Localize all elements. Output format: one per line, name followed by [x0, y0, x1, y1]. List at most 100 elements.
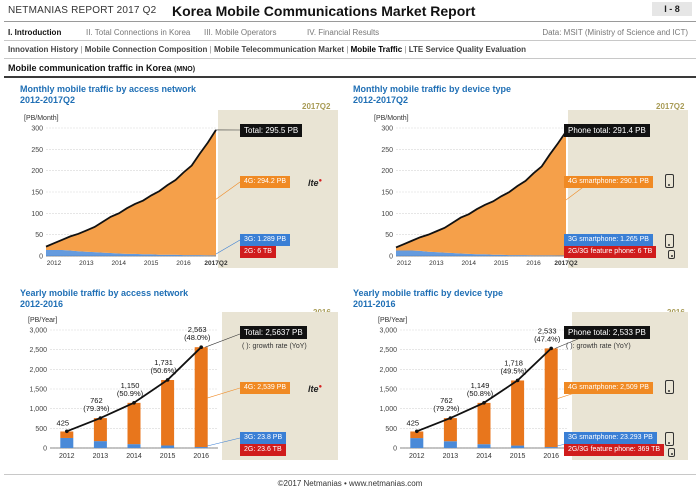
report-title: Korea Mobile Communications Market Repor… — [172, 3, 476, 19]
bar-4g — [127, 402, 141, 445]
data-label: 425 — [57, 418, 70, 427]
series-line-total — [395, 131, 567, 249]
data-label: 762 — [90, 396, 103, 405]
data-label: (79.3%) — [83, 404, 110, 413]
nav-item-financial-results[interactable]: IV. Financial Results — [307, 28, 380, 37]
lte-logo-icon: lte● — [308, 178, 323, 188]
y-tick-label: 1,500 — [29, 387, 47, 394]
series-line-total — [45, 129, 217, 248]
y-tick-label: 2,000 — [29, 367, 47, 374]
data-label: 1,731 — [154, 358, 173, 367]
data-label: 762 — [440, 396, 453, 405]
bar-3g — [443, 441, 457, 448]
section-title-suffix: (MNO) — [174, 66, 196, 73]
x-tick-label: 2015 — [510, 453, 526, 460]
chart4-total-label: Phone total: 2,533 PB — [564, 326, 650, 339]
total-point — [65, 429, 69, 434]
y-tick-label: 0 — [43, 446, 47, 453]
nav-item-total-connections[interactable]: II. Total Connections in Korea — [86, 28, 191, 37]
x-tick-label: 2013 — [79, 260, 94, 267]
data-label: (47.4%) — [534, 334, 561, 343]
bar-3g — [544, 447, 558, 448]
feature-phone-icon — [668, 448, 675, 457]
chart3-total-label: Total: 2,5637 PB — [240, 326, 307, 339]
chart2-4g-label: 4G smartphone: 290.1 PB — [564, 176, 653, 188]
bar-3g — [127, 444, 141, 448]
subnav-item-innovation-history[interactable]: Innovation History — [8, 45, 79, 54]
y-tick-label: 250 — [381, 147, 393, 154]
y-tick-label: 50 — [35, 232, 43, 239]
report-name: NETMANIAS REPORT 2017 Q2 — [8, 5, 157, 16]
smartphone-icon — [665, 432, 674, 446]
lte-logo-text: lte — [308, 384, 319, 394]
x-tick-label: 2016 — [526, 260, 541, 267]
nav-item-mobile-operators[interactable]: III. Mobile Operators — [204, 28, 277, 37]
chart4-2g-label: 2G/3G feature phone: 369 TB — [564, 444, 665, 456]
total-point — [415, 429, 419, 434]
chart1-title-text: Monthly mobile traffic by access network — [20, 84, 197, 94]
smartphone-icon — [665, 174, 674, 188]
bar-3g — [60, 437, 74, 448]
y-tick-label: 100 — [31, 211, 43, 218]
data-label: (50.8%) — [467, 389, 494, 398]
subnav-divider — [4, 58, 696, 59]
area-3g — [396, 250, 566, 256]
y-tick-label: 2,500 — [379, 347, 397, 354]
header-divider — [4, 21, 696, 22]
chart3-subtitle: 2012-2016 — [20, 299, 64, 309]
subnav-separator: | — [80, 45, 85, 54]
chart3-4g-label: 4G: 2,539 PB — [240, 382, 291, 394]
x-tick-label: 2013 — [93, 453, 109, 460]
data-label: 2,533 — [538, 326, 557, 335]
data-label: (50.6%) — [150, 366, 177, 375]
footer: ©2017 Netmanias • www.netmanias.com — [277, 479, 423, 488]
subnav-item-lte-quality[interactable]: LTE Service Quality Evaluation — [408, 45, 526, 54]
chart1-title: Monthly mobile traffic by access network… — [20, 84, 196, 106]
chart2-2g-label: 2G/3G feature phone: 6 TB — [564, 246, 657, 258]
leader-4g — [215, 181, 241, 200]
area-4g — [46, 129, 216, 256]
total-point — [132, 400, 136, 405]
total-point — [98, 416, 103, 420]
total-point — [165, 378, 170, 382]
chart4-title-text: Yearly mobile traffic by device type — [353, 288, 504, 298]
x-tick-label: 2014 — [476, 453, 492, 460]
chart3-growth-note: ( ): growth rate (YoY) — [242, 343, 307, 350]
subnav-item-telecom-market[interactable]: Mobile Telecommunication Market — [213, 45, 345, 54]
bar-3g — [511, 445, 525, 448]
y-tick-label: 0 — [39, 254, 43, 261]
sub-nav: Innovation History | Mobile Connection C… — [8, 45, 526, 54]
chart3-3g-label: 3G: 23.8 PB — [240, 432, 287, 444]
chapter-nav: I. Introduction II. Total Connections in… — [0, 22, 700, 42]
section-divider — [4, 76, 696, 78]
chart1-subtitle: 2012-2017Q2 — [20, 95, 76, 105]
area-4g — [396, 131, 566, 256]
subnav-separator: | — [209, 45, 214, 54]
lte-logo-text: lte — [308, 178, 319, 188]
data-label: 1,150 — [121, 381, 140, 390]
total-point — [448, 416, 453, 420]
x-tick-label: 2015 — [144, 260, 159, 267]
bar-3g — [410, 438, 424, 448]
bar-4g — [60, 431, 74, 438]
x-tick-label: 2012 — [409, 453, 425, 460]
subnav-item-mobile-traffic[interactable]: Mobile Traffic — [350, 45, 403, 54]
data-label: 1,149 — [471, 381, 490, 390]
nav-item-introduction[interactable]: I. Introduction — [8, 28, 62, 37]
y-tick-label: 2,000 — [379, 367, 397, 374]
bar-3g — [477, 444, 491, 448]
bar-4g — [93, 418, 107, 442]
y-tick-label: 1,000 — [379, 406, 397, 413]
chart4-growth-note: ( ): growth rate (YoY) — [566, 343, 631, 350]
data-label: (48.0%) — [184, 333, 211, 342]
data-label: (79.2%) — [433, 404, 460, 413]
chart2-title: Monthly mobile traffic by device type 20… — [353, 84, 511, 106]
chart1-4g-label: 4G: 294.2 PB — [240, 176, 291, 188]
y-tick-label: 3,000 — [379, 328, 397, 335]
chart2-subtitle: 2012-2017Q2 — [353, 95, 409, 105]
subnav-item-connection-composition[interactable]: Mobile Connection Composition — [84, 45, 208, 54]
area-3g — [46, 250, 216, 256]
y-tick-label: 0 — [393, 446, 397, 453]
chart1-year-tag: 2017Q2 — [302, 102, 331, 111]
data-label: 2,563 — [188, 325, 207, 334]
